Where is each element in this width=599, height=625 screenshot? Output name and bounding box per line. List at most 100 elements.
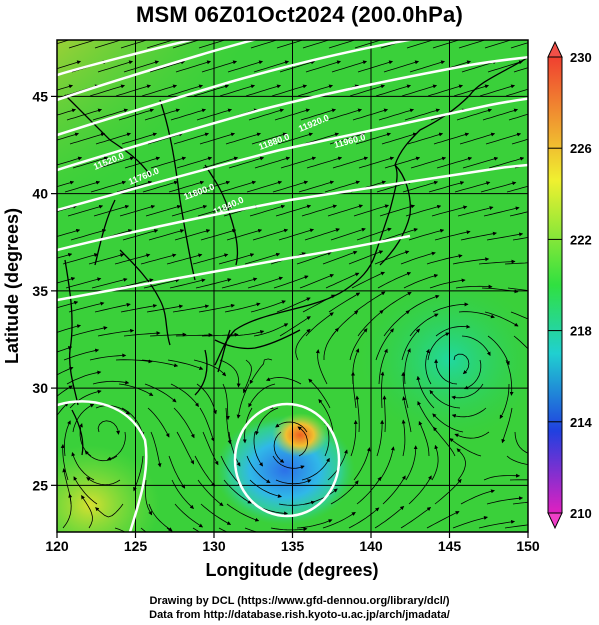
streamline — [72, 403, 95, 433]
streamline — [405, 204, 442, 217]
streamline — [479, 84, 516, 97]
streamline — [427, 84, 464, 97]
streamline — [480, 181, 517, 193]
streamline — [170, 108, 207, 121]
streamline — [382, 475, 406, 505]
streamline — [350, 419, 358, 457]
height-contour — [57, 55, 528, 172]
streamline — [431, 444, 439, 481]
streamline — [95, 132, 132, 145]
streamline — [460, 231, 497, 241]
streamline — [143, 278, 180, 289]
streamline — [250, 40, 287, 49]
streamline — [297, 84, 334, 97]
streamline — [218, 253, 255, 265]
streamline — [356, 476, 382, 505]
streamline — [252, 228, 289, 241]
streamline — [401, 84, 438, 97]
streamline — [351, 371, 357, 409]
streamline — [92, 380, 130, 385]
streamline — [72, 156, 109, 169]
streamline — [305, 60, 342, 73]
height-contour — [57, 40, 416, 137]
streamline — [71, 326, 108, 337]
streamline — [351, 271, 386, 289]
streamline — [410, 156, 447, 169]
streamline — [453, 353, 470, 375]
streamline — [90, 180, 127, 193]
streamline — [197, 204, 234, 217]
streamline — [383, 60, 420, 73]
streamline — [303, 132, 340, 145]
streamline — [374, 250, 410, 265]
streamline — [456, 108, 493, 121]
streamline — [304, 488, 338, 505]
streamline — [197, 479, 224, 507]
streamline — [458, 311, 495, 319]
streamline — [416, 375, 435, 409]
streamline — [248, 383, 276, 408]
streamline — [460, 489, 495, 505]
streamline — [332, 156, 369, 169]
streamline — [244, 527, 259, 532]
streamline — [279, 60, 316, 73]
streamline — [67, 204, 104, 217]
streamline — [123, 331, 161, 337]
streamline — [64, 180, 101, 193]
streamline — [120, 40, 157, 49]
streamline — [383, 310, 410, 337]
x-tick-label: 130 — [202, 538, 226, 554]
x-tick-label: 140 — [359, 538, 383, 554]
streamline — [355, 132, 392, 145]
streamline — [459, 132, 496, 145]
streamline — [454, 431, 490, 439]
streamline — [435, 324, 471, 337]
streamline — [73, 476, 98, 505]
streamline — [148, 229, 185, 241]
streamline — [57, 402, 69, 417]
streamline — [89, 84, 126, 97]
streamline — [513, 67, 528, 73]
height-contour — [57, 40, 258, 102]
streamline — [505, 359, 514, 396]
streamline — [325, 272, 360, 289]
longitude-ticks: 120 125 130 135 140 145 150 — [45, 532, 540, 554]
latitude-ticks: 25 30 35 40 45 — [32, 88, 57, 493]
temperature-field: 11520.011760.011800.011840.011880.011920… — [57, 40, 528, 532]
x-tick-label: 125 — [124, 538, 148, 554]
streamline — [57, 60, 82, 70]
colorbar-tick-label: 230 — [570, 50, 592, 65]
streamline — [220, 455, 242, 486]
streamline — [501, 407, 513, 444]
streamline — [349, 84, 386, 97]
streamline — [119, 204, 156, 217]
streamline — [377, 271, 412, 289]
colorbar-tick-label: 218 — [570, 324, 592, 339]
height-contour — [57, 234, 411, 302]
streamline — [408, 228, 445, 241]
streamline — [68, 301, 105, 313]
streamline — [97, 328, 135, 337]
streamline — [253, 431, 263, 467]
streamline — [356, 227, 392, 241]
height-contours — [57, 40, 528, 532]
streamline — [170, 383, 199, 408]
streamline — [324, 180, 361, 193]
streamline — [200, 228, 237, 241]
streamline — [147, 407, 170, 438]
streamline — [478, 259, 516, 265]
streamline — [172, 304, 210, 313]
streamline — [331, 60, 368, 73]
streamline — [57, 108, 77, 116]
streamline — [272, 455, 305, 470]
streamline — [486, 496, 524, 505]
height-contour — [57, 400, 148, 532]
streamline — [409, 60, 446, 73]
streamline — [120, 303, 158, 313]
streamline — [277, 132, 314, 145]
streamline — [463, 359, 482, 390]
streamline — [352, 108, 389, 121]
streamline — [144, 108, 181, 121]
streamline — [315, 349, 328, 385]
